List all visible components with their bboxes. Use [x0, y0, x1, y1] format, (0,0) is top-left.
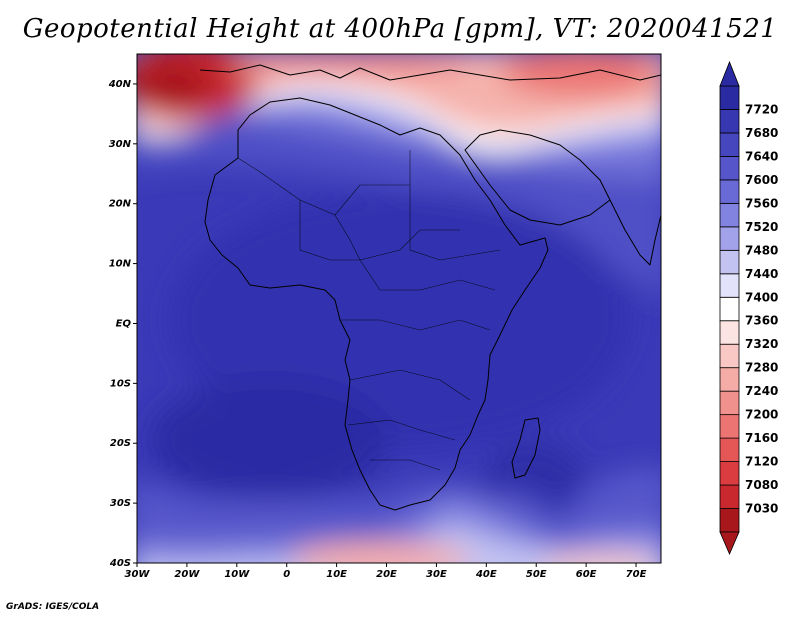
- colorbar-extend-max: [719, 60, 740, 87]
- colorbar-band: [719, 273, 740, 298]
- colorbar-label: 7200: [745, 408, 778, 422]
- colorbar-band: [719, 85, 740, 110]
- field-low-east: [500, 54, 660, 97]
- colorbar-band: [719, 484, 740, 509]
- colorbar-extend-min: [719, 531, 740, 556]
- field-band-south-2: [137, 490, 661, 563]
- colorbar-band: [719, 437, 740, 462]
- colorbar-band: [719, 296, 740, 322]
- country-borders: [237, 150, 501, 471]
- x-tick-label: 30E: [426, 569, 447, 580]
- colorbar-label: 7480: [745, 243, 778, 257]
- colorbar-label: 7720: [745, 102, 778, 116]
- colorbar-label: 7640: [745, 149, 778, 163]
- plot-frame: [136, 53, 662, 564]
- x-tick-label: 20E: [376, 569, 397, 580]
- field-low-south-east: [540, 553, 660, 563]
- colorbar-label: 7600: [745, 173, 778, 187]
- x-tick-label: 10W: [224, 569, 250, 580]
- colorbar-label: 7030: [745, 502, 778, 516]
- colorbar-band: [719, 320, 740, 345]
- colorbar-label: 7320: [745, 337, 778, 351]
- y-tick-label: 10S: [110, 378, 131, 389]
- x-tick-label: 50E: [526, 569, 547, 580]
- colorbar-band: [719, 343, 740, 369]
- colorbar-band: [719, 508, 740, 533]
- geopotential-field: [137, 54, 661, 563]
- x-tick-label: 0: [283, 569, 290, 580]
- africa-coastline: [204, 97, 549, 511]
- colorbar-label: 7160: [745, 431, 778, 445]
- x-tick-label: 20W: [174, 569, 200, 580]
- india-coastline: [609, 199, 661, 266]
- colorbar-band: [719, 132, 740, 157]
- field-high-south-atlantic: [150, 380, 390, 500]
- colorbar-label: 7120: [745, 455, 778, 469]
- x-tick-label: 60E: [576, 569, 597, 580]
- coastlines: [199, 64, 661, 511]
- y-tick-label: 30N: [109, 139, 132, 150]
- y-tick-label: EQ: [116, 318, 132, 329]
- arabia-coastline: [464, 129, 611, 226]
- colorbar-band: [719, 179, 740, 204]
- colorbar-label: 7560: [745, 196, 778, 210]
- colorbar-band: [719, 109, 740, 134]
- colorbar-band: [719, 414, 740, 439]
- colorbar-label: 7520: [745, 220, 778, 234]
- y-axis: 40S 30S 20S 10S EQ 10N 20N 30N 40N: [108, 79, 137, 569]
- field-low-core: [137, 60, 210, 110]
- colorbar-band: [719, 156, 740, 181]
- colorbar-label: 7440: [745, 267, 778, 281]
- colorbar-band: [719, 461, 740, 486]
- y-tick-label: 40N: [108, 79, 132, 90]
- colorbar: 7030 7080 7120 7160 7200 7240 7280 7320 7360 7400…: [719, 60, 778, 556]
- europe-coastline: [199, 64, 661, 81]
- colorbar-label: 7240: [745, 384, 778, 398]
- field-low-south-west: [290, 542, 470, 563]
- colorbar-band: [719, 249, 740, 275]
- colorbar-label: 7280: [745, 361, 778, 375]
- colorbar-label: 7680: [745, 126, 778, 140]
- field-band-south-3: [137, 527, 661, 563]
- colorbar-band: [719, 367, 740, 392]
- y-tick-label: 20N: [109, 199, 132, 210]
- x-tick-label: 40E: [475, 569, 497, 580]
- colorbar-label: 7080: [745, 478, 778, 492]
- grads-credit: GrADS: IGES/COLA: [6, 602, 100, 612]
- x-axis: 30W 20W 10W 0 10E 20E 30E 40E 50E 60E 70E: [125, 563, 647, 580]
- chart-title: Geopotential Height at 400hPa [gpm], VT:…: [22, 14, 778, 44]
- colorbar-band: [719, 390, 740, 416]
- y-tick-label: 40S: [109, 558, 131, 569]
- x-tick-label: 30W: [125, 569, 151, 580]
- colorbar-label: 7360: [745, 314, 778, 328]
- y-tick-label: 10N: [109, 259, 132, 270]
- y-tick-label: 20S: [110, 438, 131, 449]
- colorbar-band: [719, 202, 740, 228]
- colorbar-band: [719, 226, 740, 251]
- x-tick-label: 10E: [326, 569, 347, 580]
- x-tick-label: 70E: [626, 569, 647, 580]
- colorbar-label: 7400: [745, 290, 778, 304]
- y-tick-label: 30S: [110, 498, 131, 509]
- field-low-med: [230, 54, 470, 80]
- madagascar-coastline: [511, 417, 541, 479]
